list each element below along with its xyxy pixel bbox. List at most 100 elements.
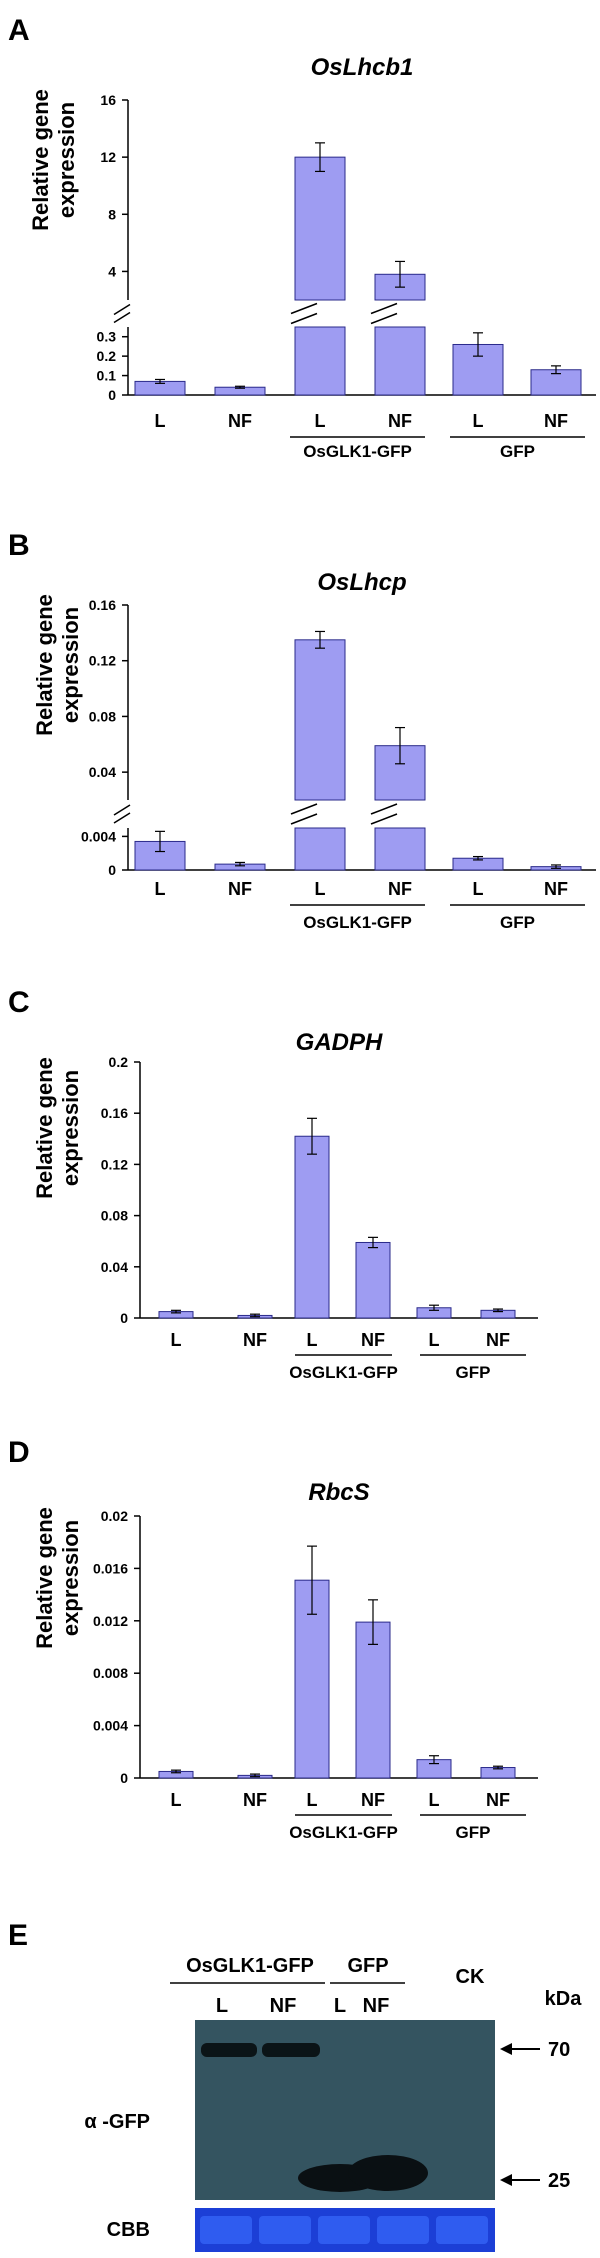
group-label: OsGLK1-GFP <box>303 913 412 932</box>
x-tick-label: NF <box>228 411 252 431</box>
y-tick-label: 16 <box>100 92 116 108</box>
chart-panel-C: C GADPH Relative geneexpression 0 0.04 0.08 0.… <box>8 986 538 1382</box>
chart-title: RbcS <box>308 1479 369 1506</box>
bar-break-mark <box>370 803 398 815</box>
bar <box>294 827 346 871</box>
y-tick-label: 0.04 <box>101 1259 128 1275</box>
group-label: OsGLK1-GFP <box>289 1823 398 1842</box>
y-tick-label: 0.04 <box>89 764 116 780</box>
blot-lane-label: L <box>334 1995 346 2017</box>
chart-title: OsLhcb1 <box>311 54 414 81</box>
y-tick-label: 0.016 <box>93 1560 128 1576</box>
blot-band-70kda <box>201 2043 257 2057</box>
x-tick-label: NF <box>361 1330 385 1350</box>
x-tick-label: NF <box>544 879 568 899</box>
y-axis-label: Relative geneexpression <box>32 594 83 736</box>
blot-lane-label: NF <box>270 1995 297 2017</box>
y-axis-label-line: Relative gene <box>32 594 57 736</box>
y-tick-label: 0.3 <box>97 329 117 345</box>
group-label: GFP <box>500 442 535 461</box>
x-tick-label: L <box>155 879 166 899</box>
axis-break-mark <box>113 804 131 816</box>
marker-label: 25 <box>548 2170 570 2192</box>
x-tick-label: L <box>315 879 326 899</box>
chart-panel-B: B OsLhcp Relative geneexpression 0.04 0.08 0.… <box>8 529 596 932</box>
axis-break-mark <box>113 812 131 824</box>
marker-arrow-head <box>500 2043 512 2055</box>
y-tick-label: 0.12 <box>89 653 116 669</box>
y-tick-label: 0 <box>120 1310 128 1326</box>
bar <box>294 326 346 396</box>
y-tick-label: 0.004 <box>81 828 116 844</box>
panel-letter: A <box>8 14 30 47</box>
blot-band-70kda <box>262 2043 320 2057</box>
y-tick-label: 0.16 <box>101 1105 128 1121</box>
y-tick-label: 0.08 <box>89 708 116 724</box>
bar <box>294 639 346 801</box>
y-axis-label: Relative geneexpression <box>32 1507 83 1649</box>
x-tick-label: L <box>307 1790 318 1810</box>
y-tick-label: 0.12 <box>101 1156 128 1172</box>
blot-panel-E: E OsGLK1-GFP GFP CK kDa L NF L NF α -GFP 70 25 CBB <box>8 1919 582 2252</box>
blot-unit-label: kDa <box>545 1988 583 2010</box>
x-tick-label: L <box>429 1330 440 1350</box>
y-tick-label: 8 <box>108 206 116 222</box>
group-label: OsGLK1-GFP <box>303 442 412 461</box>
x-tick-label: L <box>429 1790 440 1810</box>
blot-control-label: CK <box>456 1966 485 1988</box>
blot-antibody-label: α -GFP <box>84 2111 150 2133</box>
y-tick-label: 0.08 <box>101 1208 128 1224</box>
y-tick-label: 0.2 <box>109 1054 129 1070</box>
bar <box>374 326 426 396</box>
y-axis-label: Relative geneexpression <box>32 1057 83 1199</box>
bar <box>355 1241 391 1319</box>
group-label: GFP <box>500 913 535 932</box>
blot-group-label: OsGLK1-GFP <box>186 1955 314 1977</box>
chart-panel-A: A OsLhcb1 Relative geneexpression 4 8 12 16 0 0.… <box>8 14 596 461</box>
y-tick-label: 4 <box>108 263 116 279</box>
x-tick-label: NF <box>243 1330 267 1350</box>
cbb-lane <box>200 2216 252 2244</box>
x-tick-label: L <box>473 879 484 899</box>
y-tick-label: 0 <box>108 862 116 878</box>
blot-lane-label: L <box>216 1995 228 2017</box>
y-tick-label: 0.012 <box>93 1613 128 1629</box>
group-label: GFP <box>456 1363 491 1382</box>
panel-letter: E <box>8 1919 28 1952</box>
chart-panel-D: D RbcS Relative geneexpression 0 0.004 0.008 0… <box>8 1436 538 1842</box>
bar-break-mark <box>290 813 318 825</box>
x-tick-label: NF <box>388 879 412 899</box>
marker-arrow-head <box>500 2174 512 2186</box>
cbb-lane <box>318 2216 370 2244</box>
cbb-lane <box>436 2216 488 2244</box>
x-tick-label: L <box>171 1330 182 1350</box>
axis-break-mark <box>113 303 131 316</box>
y-tick-label: 0.1 <box>97 368 117 384</box>
axis-break-mark <box>113 311 131 324</box>
x-tick-label: NF <box>228 879 252 899</box>
bar <box>374 827 426 871</box>
panel-letter: C <box>8 986 30 1019</box>
x-tick-label: L <box>315 411 326 431</box>
y-tick-label: 12 <box>100 149 116 165</box>
x-tick-label: NF <box>486 1330 510 1350</box>
group-label: OsGLK1-GFP <box>289 1363 398 1382</box>
blot-group-label: GFP <box>347 1955 388 1977</box>
chart-title: GADPH <box>296 1029 383 1056</box>
x-tick-label: L <box>307 1330 318 1350</box>
bar-break-mark <box>290 803 318 815</box>
bar <box>294 156 346 301</box>
panel-letter: D <box>8 1436 30 1469</box>
bar-break-mark <box>290 312 318 325</box>
y-axis-label-line: expression <box>58 1520 83 1636</box>
bar <box>294 1135 330 1319</box>
x-tick-label: NF <box>486 1790 510 1810</box>
y-axis-label-line: expression <box>58 607 83 723</box>
bar-break-mark <box>370 813 398 825</box>
y-axis-label-line: expression <box>58 1070 83 1186</box>
blot-band-25kda <box>348 2155 428 2191</box>
x-tick-label: NF <box>243 1790 267 1810</box>
x-tick-label: L <box>155 411 166 431</box>
marker-label: 70 <box>548 2039 570 2061</box>
